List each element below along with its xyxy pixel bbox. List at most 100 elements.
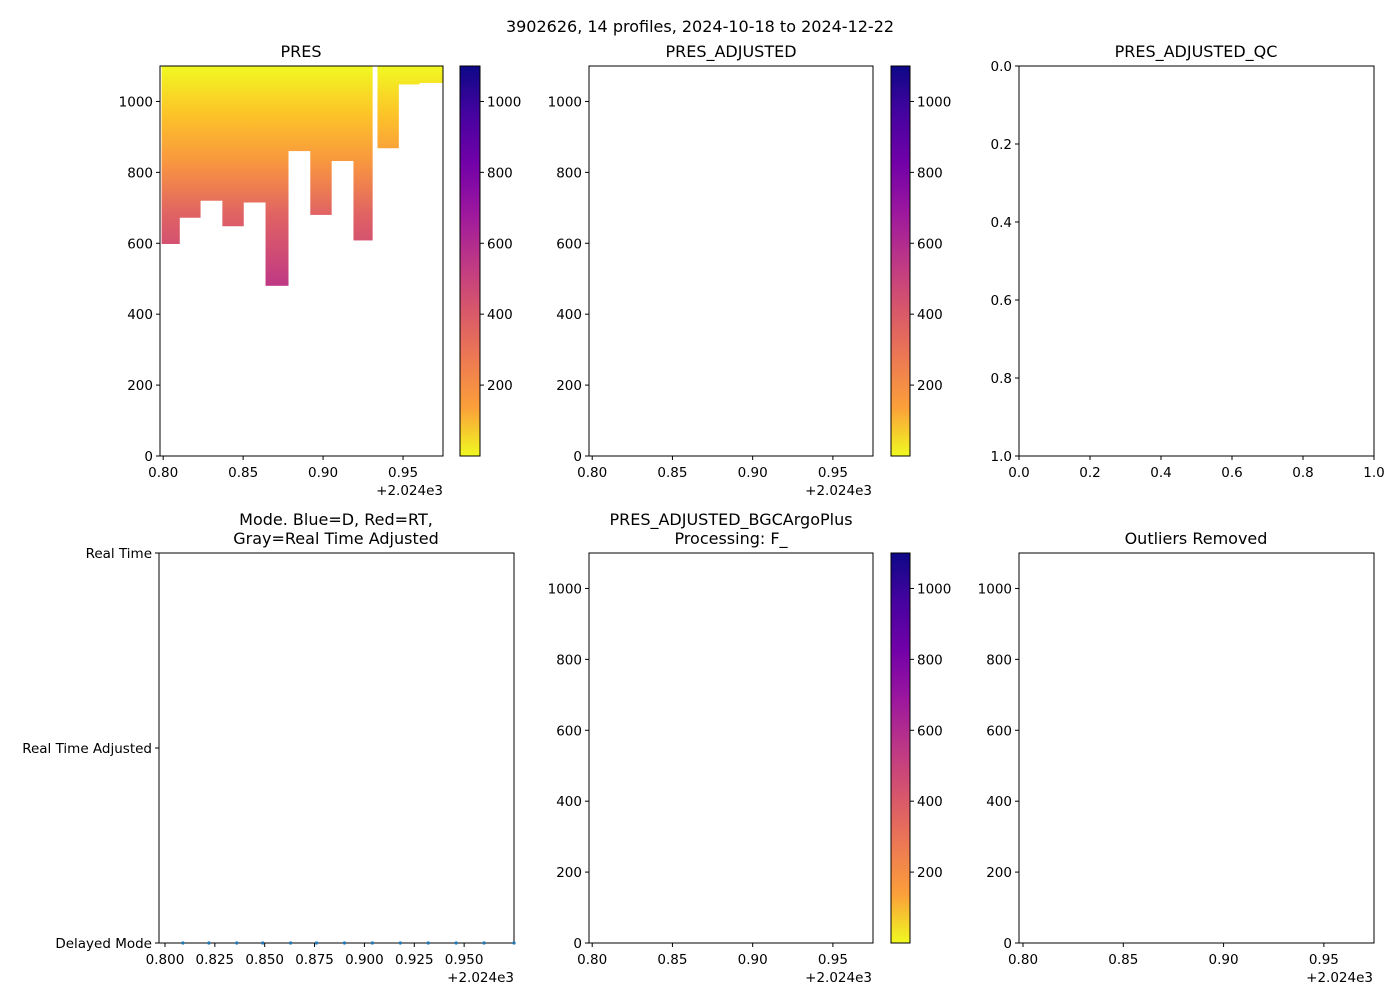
adj-xtick-label: 0.80 [577,465,607,481]
qc-ytick-label: 0.0 [991,59,1012,75]
pres-title: PRES [280,42,321,61]
mode-panel: Mode. Blue=D, Red=RT, Gray=Real Time Adj… [22,510,516,986]
qc-ytick-label: 0.6 [991,293,1012,309]
mode-point [454,941,458,945]
out-xtick-label: 0.95 [1309,952,1339,968]
adj-ytick-label: 200 [556,378,582,394]
pres-xtick-label: 0.95 [388,465,418,481]
mode-point [207,941,211,945]
bgc-panel: PRES_ADJUSTED_BGCArgoPlus Processing: F_… [548,510,952,986]
adj-xtick-label: 0.90 [738,465,768,481]
pres-profile-column [243,66,267,203]
adj-xtick-label: 0.85 [657,465,687,481]
adj-colorbar-tick-label: 1000 [917,94,951,110]
mode-point [261,941,265,945]
mode-ytick-label: Delayed Mode [55,936,152,952]
pres-ytick-label: 200 [127,378,153,394]
adj-ytick-label: 400 [556,307,582,323]
out-ytick-label: 400 [986,794,1012,810]
pres-ytick-label: 400 [127,307,153,323]
pres-adjusted-colorbar [890,65,911,457]
adj-colorbar-tick-label: 200 [917,378,943,394]
pres-profile-column [199,66,223,201]
out-ytick-label: 800 [986,652,1012,668]
pres-colorbar-tick-label: 800 [487,165,513,181]
pres-xtick-label: 0.85 [228,465,258,481]
bgc-ytick-label: 600 [556,723,582,739]
out-xtick-label: 0.90 [1209,952,1239,968]
pres-profile-column [353,66,377,241]
mode-point [342,941,347,945]
bgc-ytick-label: 1000 [548,581,582,597]
out-ytick-label: 200 [986,865,1012,881]
mode-point [314,941,319,945]
pres-colorbar-tick-label: 400 [487,307,513,323]
pres-profile-column [398,66,420,85]
out-ytick-label: 1000 [978,581,1012,597]
pres-profile-column [222,66,244,227]
adj-colorbar-tick-label: 400 [917,307,943,323]
pres-adjusted-x-offset: +2.024e3 [805,483,872,499]
figure-suptitle: 3902626, 14 profiles, 2024-10-18 to 2024… [506,17,894,36]
bgc-ytick-label: 0 [573,936,582,952]
bgc-xtick-label: 0.85 [657,952,687,968]
bgc-axes-frame [588,552,874,944]
mode-point [289,941,293,945]
bgc-xtick-label: 0.80 [577,952,607,968]
out-ytick-label: 600 [986,723,1012,739]
pres-adjusted-qc-axes-frame [1018,65,1375,457]
mode-points [181,941,516,945]
pres-adjusted-panel: PRES_ADJUSTED 0.80 0.85 0.90 0.95 0 200 400 600… [548,42,952,499]
outliers-axes-frame [1018,552,1375,944]
bgc-xtick-label: 0.95 [818,952,848,968]
qc-ytick-label: 0.8 [991,371,1012,387]
pres-ytick-label: 800 [127,165,153,181]
outliers-panel: Outliers Removed 0.80 0.85 0.90 0.95 0 200 400… [978,529,1375,986]
out-ytick-label: 0 [1003,936,1012,952]
pres-heatmap [161,66,443,456]
pres-colorbar-tick-label: 200 [487,378,513,394]
pres-profile-column [310,66,332,215]
adj-colorbar-tick-label: 800 [917,165,943,181]
bgc-colorbar-tick-label: 1000 [917,581,951,597]
pres-profile-column [419,66,443,84]
mode-ytick-label: Real Time [86,546,152,562]
mode-x-offset: +2.024e3 [447,970,514,986]
bgc-x-offset: +2.024e3 [805,970,872,986]
pres-colorbar [459,65,481,457]
outliers-x-offset: +2.024e3 [1306,970,1373,986]
out-xtick-label: 0.80 [1008,952,1038,968]
mode-xtick-label: 0.800 [146,952,185,968]
pres-xtick-label: 0.90 [308,465,338,481]
pres-adjusted-qc-title: PRES_ADJUSTED_QC [1115,42,1278,62]
mode-xtick-label: 0.950 [445,952,484,968]
bgc-colorbar-tick-label: 200 [917,865,943,881]
mode-ytick-label: Real Time Adjusted [22,741,152,757]
adj-ytick-label: 800 [556,165,582,181]
pres-adjusted-axes-frame [588,65,874,457]
mode-point [426,941,430,945]
pres-missing-profile-gap [372,66,378,456]
adj-ytick-label: 1000 [548,94,582,110]
mode-xtick-label: 0.875 [295,952,334,968]
pres-profile-column [331,66,355,162]
adj-ytick-label: 0 [573,449,582,465]
mode-point [512,941,516,945]
pres-xtick-label: 0.80 [148,465,178,481]
bgc-colorbar [890,552,911,944]
qc-xtick-label: 0.2 [1079,465,1100,481]
qc-ytick-label: 0.2 [991,137,1012,153]
mode-axes-frame [158,552,515,944]
pres-profile-column [179,66,201,218]
pres-adjusted-title: PRES_ADJUSTED [665,42,796,62]
mode-point [181,941,185,945]
adj-xtick-label: 0.95 [818,465,848,481]
bgc-ytick-label: 200 [556,865,582,881]
pres-ytick-label: 0 [144,449,153,465]
pres-profile-column [265,66,289,286]
pres-ytick-label: 600 [127,236,153,252]
qc-ytick-label: 1.0 [991,449,1012,465]
qc-xtick-label: 0.0 [1008,465,1029,481]
bgc-ytick-label: 400 [556,794,582,810]
bgc-title-line1: PRES_ADJUSTED_BGCArgoPlus [609,510,852,530]
